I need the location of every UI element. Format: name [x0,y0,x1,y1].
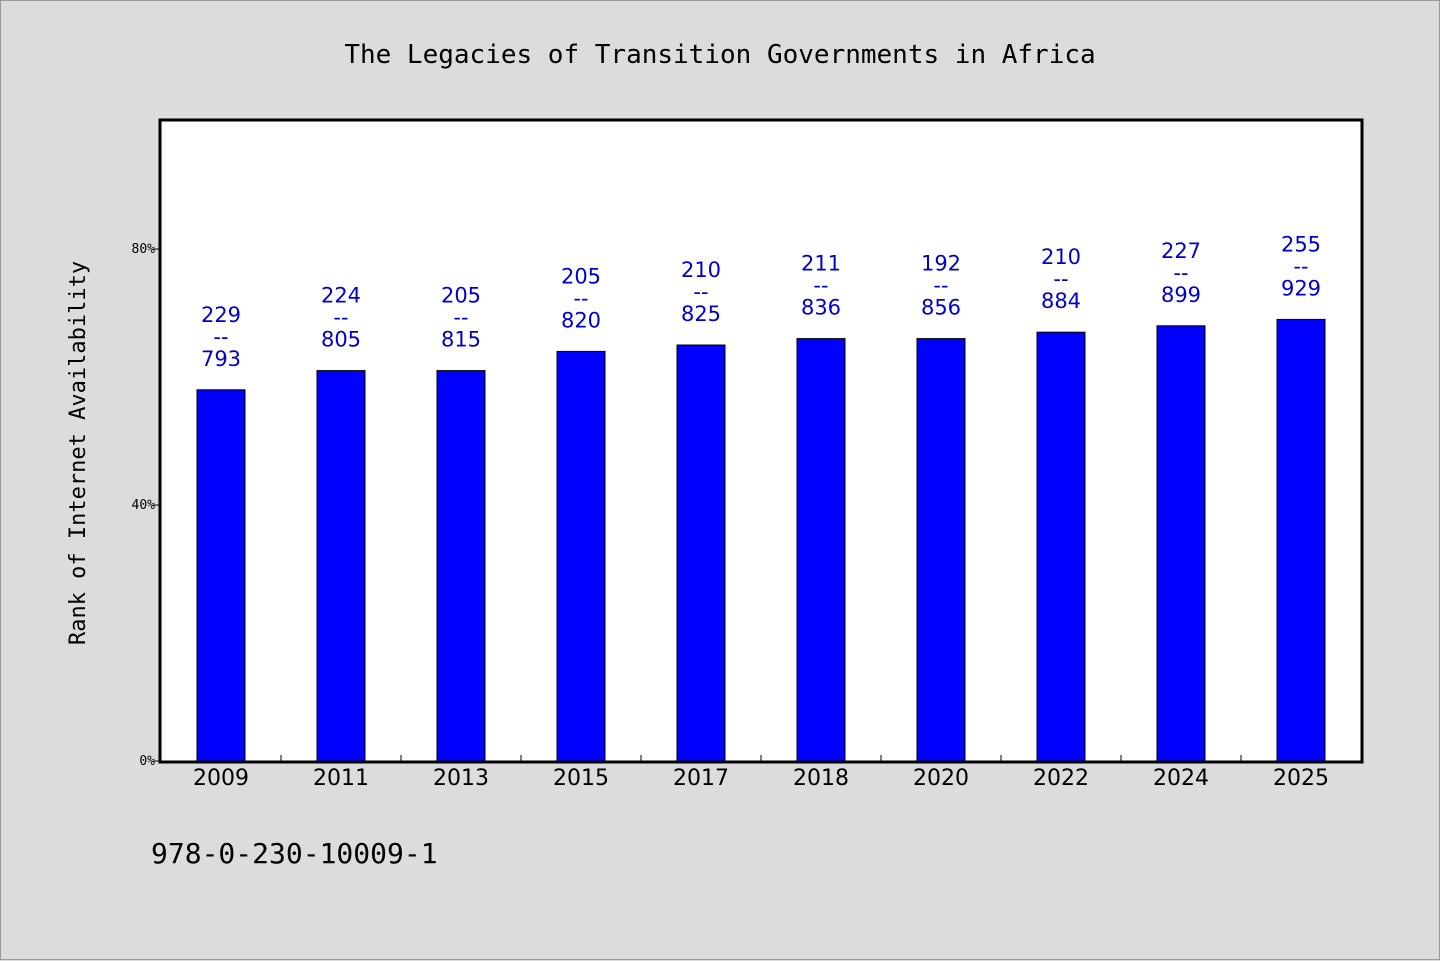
bar-2022 [1036,331,1086,762]
bar-2020 [916,338,966,762]
x-axis-ticks [280,755,1242,761]
data-label-2022-line1: 210 [1041,245,1081,269]
data-label-2009-line3: 793 [201,347,241,371]
x-tick-label-2022: 2022 [1033,766,1089,791]
data-label-2018-line1: 211 [801,252,841,276]
bar-2009 [196,389,246,762]
y-axis-label: Rank of Internet Availability [66,261,91,645]
bar-2015 [556,350,606,762]
data-label-2009-line2: -- [213,325,228,349]
x-tick-label-2025: 2025 [1273,766,1329,791]
data-label-2025-line1: 255 [1281,232,1321,256]
x-axis-labels: 2009 2011 2013 2015 2017 2018 2020 2022 2024 2025 [193,766,1329,791]
data-label-2020-line3: 856 [921,296,961,320]
data-label-2015-line1: 205 [561,264,601,288]
data-label-2013-line3: 815 [441,328,481,352]
bar-2025 [1276,318,1326,762]
data-label-2024-line1: 227 [1161,239,1201,263]
data-label-2017-line3: 825 [681,302,721,326]
data-label-2011-line3: 805 [321,328,361,352]
x-tick-label-2018: 2018 [793,766,849,791]
data-label-2018-line3: 836 [801,296,841,320]
data-label-2025-line3: 929 [1281,276,1321,300]
bar-2017 [676,344,726,762]
x-tick-label-2017: 2017 [673,766,729,791]
data-label-2013-line2: -- [453,306,468,330]
data-labels-group: 229--793224--805205--815205--820210--825… [201,232,1321,370]
data-label-2020-line2: -- [933,274,948,298]
data-label-2011-line1: 224 [321,284,361,308]
data-label-2017-line2: -- [693,280,708,304]
x-tick-label-2009: 2009 [193,766,249,791]
data-label-2011-line2: -- [333,306,348,330]
y-tick-label: 80% [132,242,156,257]
y-tick-label: 40% [132,498,156,513]
x-tick-label-2020: 2020 [913,766,969,791]
data-label-2022-line3: 884 [1041,289,1081,313]
data-label-2009-line1: 229 [201,303,241,327]
bars-group [196,318,1326,762]
data-label-2022-line2: -- [1053,267,1068,291]
isbn-footer: 978-0-230-10009-1 [151,837,438,870]
bar-2024 [1156,325,1206,762]
x-tick-label-2015: 2015 [553,766,609,791]
data-label-2020-line1: 192 [921,252,961,276]
x-tick-label-2011: 2011 [313,766,369,791]
data-label-2013-line1: 205 [441,284,481,308]
bar-2011 [316,370,366,762]
data-label-2018-line2: -- [813,274,828,298]
data-label-2024-line3: 899 [1161,283,1201,307]
data-label-2015-line2: -- [573,286,588,310]
y-axis: 0% 40% 80% [132,242,161,769]
bar-2018 [796,338,846,762]
x-tick-label-2024: 2024 [1153,766,1209,791]
y-tick-label: 0% [139,754,155,769]
chart-title: The Legacies of Transition Governments i… [344,40,1095,70]
bar-2013 [436,370,486,762]
data-label-2025-line2: -- [1293,254,1308,278]
data-label-2017-line1: 210 [681,258,721,282]
data-label-2015-line3: 820 [561,308,601,332]
x-tick-label-2013: 2013 [433,766,489,791]
data-label-2024-line2: -- [1173,261,1188,285]
